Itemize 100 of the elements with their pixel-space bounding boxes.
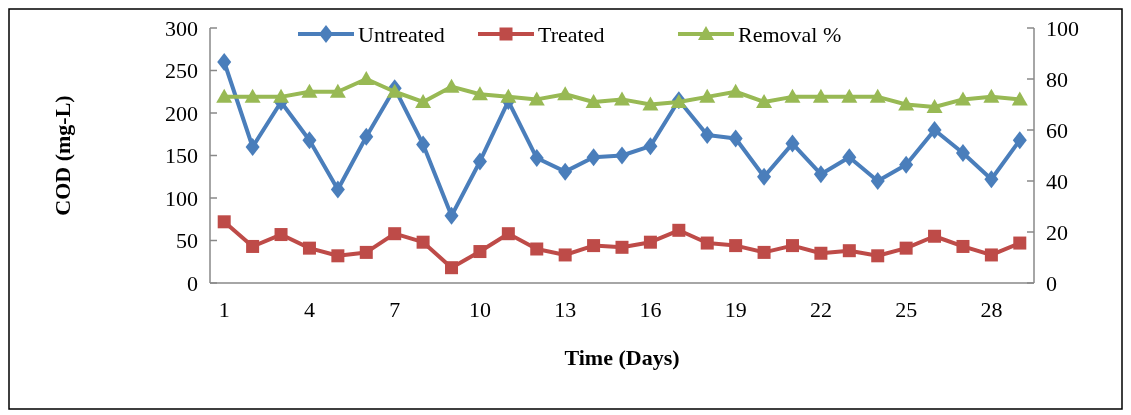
point: [246, 239, 260, 253]
point: [784, 88, 801, 103]
x-tick-label: 22: [809, 297, 832, 322]
point: [983, 88, 1000, 103]
point: [729, 239, 743, 253]
x-tick-label: 25: [895, 297, 918, 322]
point: [871, 249, 885, 263]
point: [814, 246, 828, 260]
point: [586, 148, 601, 167]
point: [358, 71, 375, 85]
point: [217, 215, 231, 229]
x-tick-label: 4: [303, 297, 315, 322]
point: [700, 236, 714, 250]
point: [329, 83, 346, 98]
point: [954, 91, 971, 106]
point: [359, 127, 374, 146]
point: [416, 235, 430, 249]
point: [813, 165, 828, 184]
x-tick-label: 10: [468, 297, 491, 322]
legend-label: Treated: [538, 21, 605, 47]
point: [445, 261, 459, 275]
x-tick-label: 16: [639, 297, 662, 322]
point: [785, 239, 799, 253]
point: [585, 93, 602, 108]
point: [302, 131, 317, 150]
point: [841, 88, 858, 103]
point: [557, 86, 574, 101]
y-axis-title: COD (mg-L): [50, 95, 75, 216]
x-tick-label: 13: [554, 297, 577, 322]
point: [530, 242, 544, 256]
point: [416, 135, 431, 154]
y-tick-label: 300: [165, 15, 198, 41]
point: [444, 206, 459, 225]
point: [558, 162, 573, 181]
point: [785, 134, 800, 153]
point: [386, 83, 403, 98]
point: [699, 88, 716, 103]
point: [244, 88, 261, 103]
point: [643, 235, 657, 249]
y2-tick-label: 40: [1046, 168, 1068, 194]
point: [870, 172, 885, 190]
point: [727, 83, 744, 98]
point: [529, 149, 544, 168]
legend-label: Untreated: [358, 21, 445, 47]
point: [587, 239, 601, 253]
point: [359, 245, 373, 259]
point: [274, 228, 288, 242]
point: [245, 138, 260, 156]
point: [330, 180, 345, 199]
point: [1013, 236, 1027, 250]
point: [528, 91, 545, 106]
y-tick-label: 50: [176, 228, 198, 254]
y-tick-label: 150: [165, 143, 198, 169]
point: [415, 93, 432, 108]
point: [956, 239, 970, 253]
point: [926, 99, 943, 114]
point: [614, 91, 630, 106]
point: [927, 121, 942, 139]
point: [899, 241, 913, 255]
point: [558, 248, 572, 262]
point: [443, 78, 460, 93]
x-tick-label: 28: [980, 297, 1003, 322]
point: [899, 155, 914, 174]
point: [928, 229, 942, 243]
y2-tick-label: 20: [1046, 219, 1068, 245]
point: [1012, 131, 1027, 150]
point: [331, 249, 345, 263]
point: [615, 240, 629, 254]
point: [757, 167, 772, 186]
y2-tick-label: 0: [1046, 270, 1057, 296]
point: [984, 248, 998, 262]
x-tick-label: 19: [724, 297, 747, 322]
point: [473, 245, 487, 259]
point: [898, 96, 915, 111]
point: [217, 53, 232, 71]
x-tick-label: 7: [389, 297, 401, 322]
y2-tick-label: 60: [1046, 117, 1068, 143]
point: [643, 137, 658, 156]
point: [812, 88, 829, 103]
y2-tick-label: 80: [1046, 66, 1068, 92]
point: [302, 241, 316, 255]
point: [388, 227, 402, 241]
x-axis-title: Time (Days): [564, 345, 680, 370]
point: [642, 96, 659, 111]
x-tick-label: 1: [218, 297, 230, 322]
point: [472, 152, 487, 171]
legend-label: Removal %: [738, 21, 842, 47]
point: [869, 88, 886, 103]
point: [842, 148, 857, 167]
point: [615, 146, 629, 165]
point: [984, 170, 999, 189]
y-tick-label: 100: [165, 185, 198, 211]
point: [500, 88, 517, 103]
y2-tick-label: 100: [1046, 15, 1079, 41]
y-tick-label: 250: [165, 58, 198, 84]
point: [728, 129, 743, 148]
point: [471, 86, 488, 101]
point: [301, 83, 318, 98]
point: [501, 227, 515, 241]
point: [216, 88, 233, 103]
